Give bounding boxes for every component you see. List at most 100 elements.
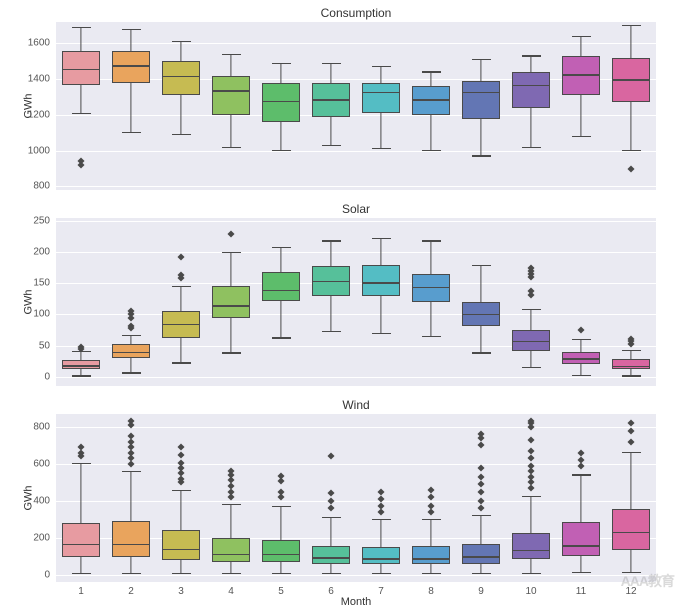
median-line	[213, 305, 249, 306]
box-group	[462, 414, 500, 582]
box-group	[162, 22, 200, 190]
box-group	[362, 22, 400, 190]
whisker-cap	[72, 375, 91, 376]
whisker-cap	[472, 265, 491, 266]
whisker-cap	[472, 59, 491, 60]
median-line	[513, 85, 549, 86]
whisker-cap	[322, 63, 341, 64]
whisker	[480, 60, 481, 81]
whisker-cap	[222, 252, 241, 253]
whisker	[430, 241, 431, 274]
median-line	[363, 282, 399, 283]
whisker-cap	[622, 375, 641, 376]
median-line	[263, 101, 299, 102]
box	[512, 330, 550, 351]
y-tick-label: 800	[33, 181, 50, 192]
box	[162, 530, 200, 560]
subplot-solar: Solar GWh 050100150200250	[56, 218, 656, 386]
box-group	[112, 22, 150, 190]
median-line	[513, 341, 549, 342]
whisker	[180, 491, 181, 531]
whisker-cap	[622, 25, 641, 26]
y-tick-label: 100	[33, 309, 50, 320]
whisker	[430, 302, 431, 336]
box-group	[512, 22, 550, 190]
box	[262, 540, 300, 562]
whisker-cap	[422, 573, 441, 574]
box	[562, 56, 600, 95]
whisker-cap	[172, 286, 191, 287]
outlier	[377, 495, 384, 502]
whisker-cap	[522, 55, 541, 56]
median-line	[563, 358, 599, 359]
outlier	[427, 503, 434, 510]
outlier	[327, 497, 334, 504]
figure: Consumption GWh 8001000120014001600 Sola…	[0, 0, 682, 605]
whisker	[330, 63, 331, 83]
whisker	[130, 336, 131, 345]
whisker-cap	[472, 155, 491, 156]
box	[562, 352, 600, 364]
whisker	[280, 301, 281, 338]
box-group	[212, 218, 250, 386]
outlier	[177, 444, 184, 451]
outlier	[577, 326, 584, 333]
whisker-cap	[622, 452, 641, 453]
box	[612, 58, 650, 103]
whisker	[430, 519, 431, 546]
box-group	[312, 22, 350, 190]
whisker	[630, 26, 631, 58]
box-group	[262, 414, 300, 582]
whisker-cap	[422, 71, 441, 72]
y-tick-label: 250	[33, 216, 50, 227]
y-tick-label: 0	[44, 569, 50, 580]
box-group	[512, 218, 550, 386]
whisker	[230, 504, 231, 537]
whisker-cap	[422, 240, 441, 241]
whisker	[230, 115, 231, 147]
box-group	[162, 414, 200, 582]
whisker	[330, 117, 331, 146]
whisker-cap	[122, 132, 141, 133]
whisker-cap	[472, 573, 491, 574]
box	[312, 546, 350, 564]
box	[512, 72, 550, 108]
box-group	[62, 218, 100, 386]
box-group	[162, 218, 200, 386]
median-line	[263, 290, 299, 291]
whisker	[80, 557, 81, 574]
box	[62, 523, 100, 557]
median-line	[563, 545, 599, 546]
outlier	[377, 503, 384, 510]
whisker-cap	[572, 36, 591, 37]
whisker	[530, 351, 531, 368]
whisker-cap	[72, 113, 91, 114]
median-line	[313, 99, 349, 100]
box-group	[612, 218, 650, 386]
whisker	[180, 286, 181, 311]
whisker	[380, 296, 381, 333]
whisker	[580, 556, 581, 573]
box	[312, 83, 350, 117]
y-tick-label: 0	[44, 371, 50, 382]
whisker-cap	[422, 519, 441, 520]
box-group	[512, 414, 550, 582]
whisker-cap	[322, 573, 341, 574]
whisker	[630, 102, 631, 150]
y-tick-label: 400	[33, 495, 50, 506]
whisker-cap	[372, 519, 391, 520]
y-tick-label: 600	[33, 458, 50, 469]
whisker-cap	[622, 350, 641, 351]
outlier	[377, 488, 384, 495]
whisker-cap	[222, 54, 241, 55]
box-group	[612, 22, 650, 190]
whisker-cap	[272, 337, 291, 338]
median-line	[113, 544, 149, 545]
subplot-title: Consumption	[56, 6, 656, 20]
whisker	[280, 247, 281, 272]
whisker	[530, 108, 531, 147]
plot-area	[56, 414, 656, 582]
whisker-cap	[372, 333, 391, 334]
whisker	[180, 95, 181, 134]
whisker	[480, 266, 481, 302]
